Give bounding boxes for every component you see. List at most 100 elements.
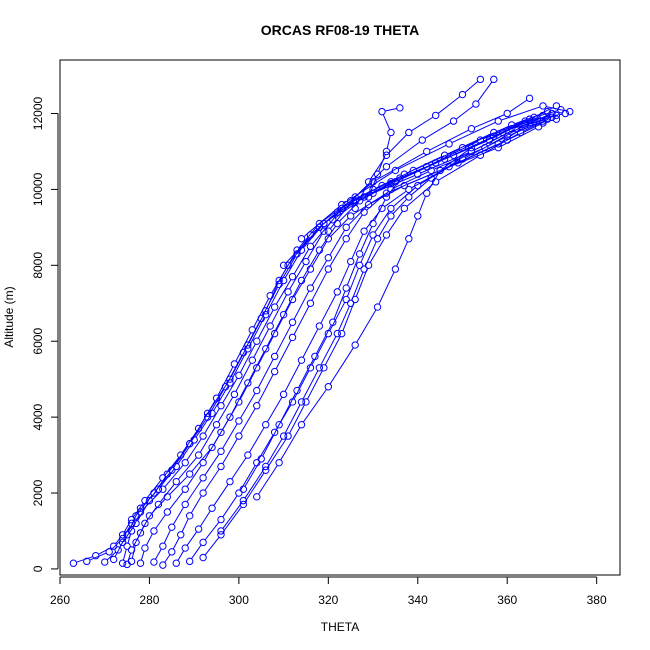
data-point <box>355 261 364 270</box>
series-segment <box>346 256 359 286</box>
data-point <box>199 474 207 482</box>
series-segment <box>177 442 193 465</box>
series-segment <box>257 374 274 404</box>
series-segment <box>124 525 135 541</box>
y-axis-label: Altitude (m) <box>2 286 16 347</box>
series-segment <box>357 168 385 196</box>
series-segment <box>150 476 166 499</box>
series-segment <box>248 351 265 381</box>
data-point <box>458 90 467 99</box>
data-point <box>262 421 270 429</box>
data-point <box>235 371 243 380</box>
plot-series <box>69 75 574 569</box>
series-segment <box>240 408 256 434</box>
data-point <box>230 390 239 399</box>
data-point <box>221 383 230 391</box>
chart-title: ORCAS RF08-19 THETA <box>261 22 419 38</box>
series-segment <box>208 381 229 411</box>
series-segment <box>411 116 434 132</box>
data-point <box>105 548 113 556</box>
data-point <box>329 318 337 326</box>
series-segment <box>355 268 368 297</box>
data-point <box>494 117 502 125</box>
data-point <box>194 525 203 533</box>
series-segment <box>280 252 296 278</box>
data-point <box>145 512 154 520</box>
data-point <box>150 489 158 497</box>
series-segment <box>464 81 479 93</box>
data-point <box>333 219 341 228</box>
data-point <box>185 557 194 566</box>
data-point <box>490 128 498 137</box>
data-point <box>203 413 212 421</box>
series-segment <box>335 198 362 219</box>
series-segment <box>284 283 301 313</box>
series-segment <box>222 506 242 533</box>
series-segment <box>293 370 310 400</box>
data-point <box>449 117 458 125</box>
data-point <box>333 329 341 338</box>
data-point <box>342 223 350 232</box>
data-point <box>239 496 248 505</box>
x-axis: 260 280 300 320 340 360 380 <box>50 576 607 607</box>
x-tick-label: 380 <box>587 593 607 607</box>
data-point <box>262 307 270 315</box>
series-segment <box>338 305 350 331</box>
series-segment <box>410 179 430 196</box>
y-tick-label: 0 <box>31 565 45 572</box>
series-segment <box>302 389 327 423</box>
series-segment <box>509 99 528 113</box>
data-point <box>168 466 176 474</box>
series-segment <box>396 241 408 267</box>
series-18 <box>351 75 485 213</box>
series-9 <box>185 117 547 566</box>
series-segment <box>248 313 265 343</box>
series-segment <box>199 510 211 527</box>
series-segment <box>353 194 385 215</box>
data-point <box>279 432 288 440</box>
data-point <box>159 561 167 569</box>
series-segment <box>374 210 390 233</box>
series-segment <box>111 540 121 550</box>
data-point <box>177 531 185 539</box>
series-segment <box>204 521 220 541</box>
data-point <box>525 94 534 103</box>
data-point <box>373 303 382 311</box>
data-point <box>194 451 203 459</box>
data-point <box>181 485 189 493</box>
data-point <box>467 124 476 133</box>
series-segment <box>239 343 256 373</box>
series-segment <box>364 241 377 267</box>
series-segment <box>168 445 189 472</box>
data-point <box>185 512 194 520</box>
data-point <box>405 193 413 201</box>
series-13 <box>217 115 561 535</box>
data-point <box>217 402 225 410</box>
data-point <box>150 527 158 535</box>
series-segment <box>172 537 180 550</box>
data-point <box>154 500 163 509</box>
series-segment <box>222 377 238 404</box>
series-segment <box>195 415 211 438</box>
series-segment <box>388 176 403 195</box>
data-point <box>405 235 413 243</box>
series-segment <box>190 495 202 514</box>
series-segment <box>106 551 117 561</box>
data-point <box>136 529 145 537</box>
data-point <box>217 527 225 535</box>
series-segment <box>302 252 319 278</box>
data-point <box>360 208 368 216</box>
series-segment <box>284 362 301 392</box>
data-point <box>127 546 136 554</box>
series-segment <box>536 110 558 117</box>
series-segment <box>266 396 283 423</box>
data-point <box>172 477 180 486</box>
series-segment <box>393 187 416 207</box>
data-point <box>123 542 131 550</box>
series-15 <box>109 178 395 564</box>
data-point <box>154 485 163 493</box>
series-segment <box>159 483 175 503</box>
series-segment <box>356 309 377 343</box>
data-point <box>145 496 154 505</box>
series-segment <box>127 533 132 544</box>
